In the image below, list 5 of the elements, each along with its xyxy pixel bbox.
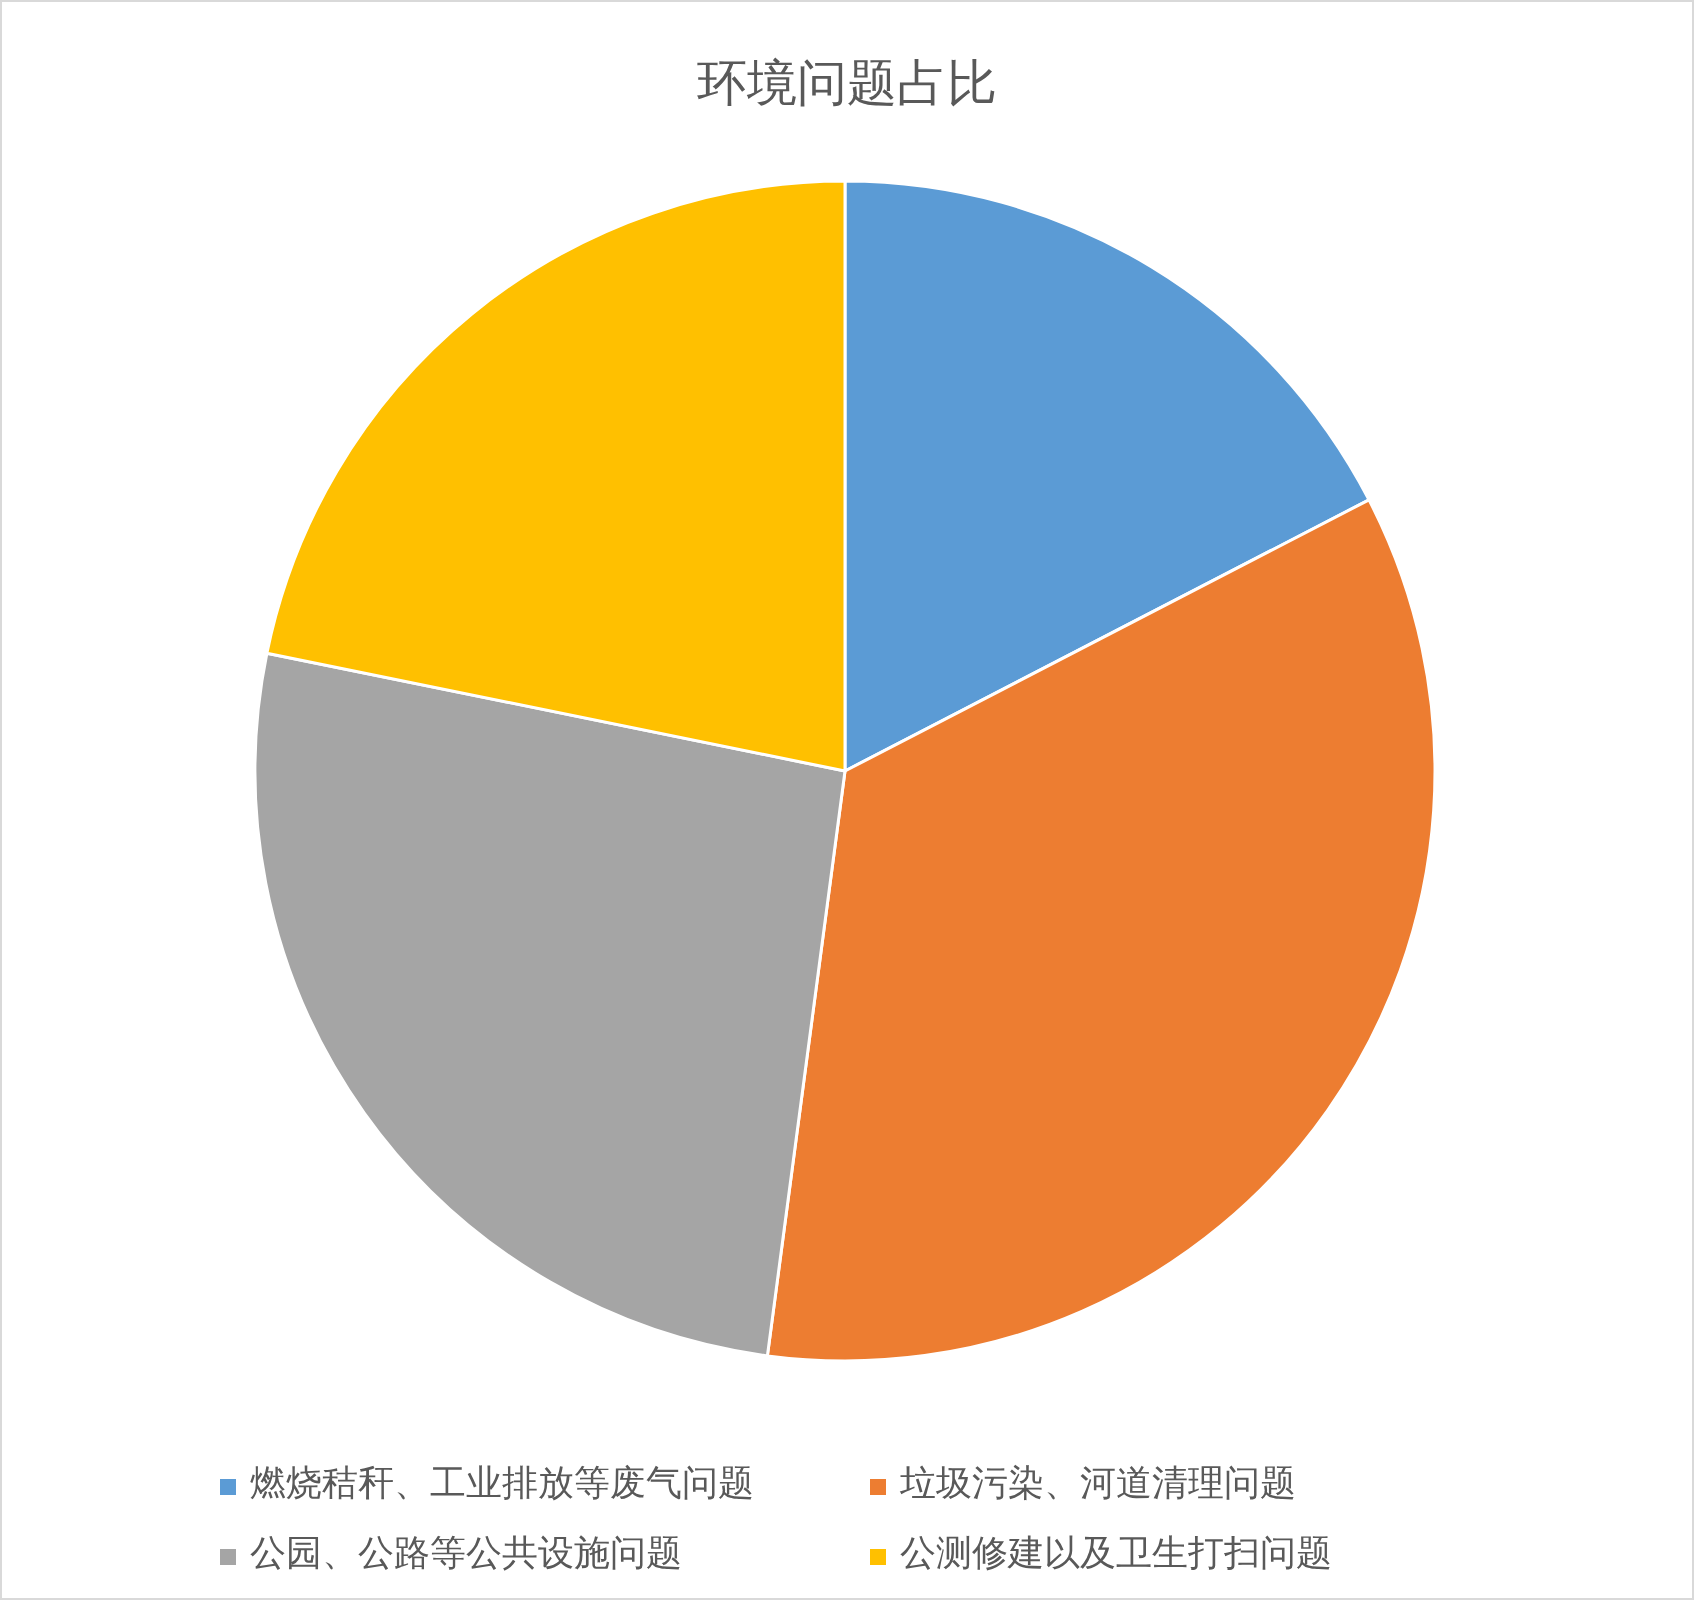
chart-title: 环境问题占比 — [697, 54, 997, 112]
legend-label: 燃烧秸秆、工业排放等废气问题 — [250, 1462, 754, 1503]
legend-label: 垃圾污染、河道清理问题 — [899, 1462, 1296, 1503]
legend-label: 公园、公路等公共设施问题 — [250, 1532, 682, 1573]
legend-label: 公测修建以及卫生打扫问题 — [900, 1532, 1332, 1573]
